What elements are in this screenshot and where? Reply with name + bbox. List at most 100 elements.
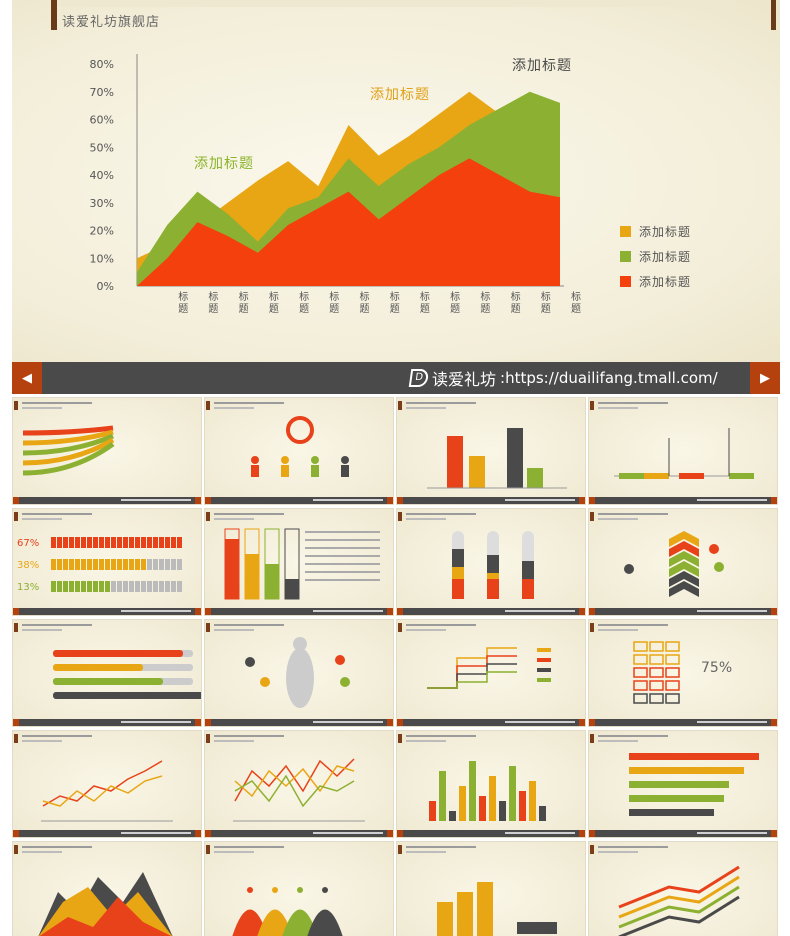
block-stack <box>437 902 453 936</box>
slide-thumbnail[interactable] <box>396 508 586 616</box>
thumb-title <box>214 513 284 515</box>
thumb-bar <box>529 781 536 821</box>
pct-cell <box>117 581 122 592</box>
thumb-bar <box>527 468 543 488</box>
pct-cell <box>87 559 92 570</box>
slide-thumbnail[interactable] <box>12 841 202 936</box>
slide-thumbnail[interactable] <box>588 730 778 838</box>
slide-thumbnail[interactable]: 67% 38% 13% <box>12 508 202 616</box>
pct-cell <box>57 581 62 592</box>
thumb-accent <box>398 845 402 854</box>
pct-cell <box>93 581 98 592</box>
grid-cell <box>665 641 680 652</box>
timeline-seg <box>729 473 754 479</box>
thumb-footer-text <box>505 610 575 612</box>
slide-thumbnail[interactable] <box>12 730 202 838</box>
thumb-title <box>214 735 284 737</box>
chevron-shape <box>669 541 699 557</box>
text-line <box>305 571 380 573</box>
pct-label: 13% <box>17 582 39 593</box>
thumb-footer-text <box>313 832 383 834</box>
grid-cell <box>633 641 648 652</box>
pct-cell <box>141 537 146 548</box>
pct-cell <box>75 537 80 548</box>
thumb-footer-text <box>505 721 575 723</box>
thumb-bar <box>539 806 546 821</box>
pct-cell <box>75 581 80 592</box>
thumb-title <box>214 846 284 848</box>
thumb-subtitle <box>214 518 254 520</box>
x-tick-label: 题 <box>178 303 188 315</box>
slide-thumbnail[interactable] <box>396 397 586 505</box>
slide-thumbnail[interactable] <box>204 619 394 727</box>
thumb-footer <box>397 719 585 726</box>
pct-cell <box>171 581 176 592</box>
brand-logo[interactable]: D 读爱礼坊 :https://duailifang.tmall.com/ <box>408 368 718 389</box>
organ-icon <box>335 655 345 665</box>
thumb-footer <box>13 719 201 726</box>
legend-swatch <box>620 251 631 262</box>
chevron-dot <box>714 562 724 572</box>
pct-cell <box>135 581 140 592</box>
slide-thumbnail[interactable] <box>588 841 778 936</box>
slide-thumbnail[interactable] <box>204 841 394 936</box>
thumb-subtitle <box>598 740 638 742</box>
y-tick-label: 0% <box>97 280 114 293</box>
pct-cell <box>93 537 98 548</box>
prev-arrow-icon[interactable]: ◀ <box>12 362 42 394</box>
pct-cell <box>129 559 134 570</box>
slide-thumbnail[interactable] <box>204 730 394 838</box>
tube-seg <box>522 579 534 599</box>
thumb-graphic <box>614 428 754 479</box>
slide-thumbnail[interactable] <box>204 508 394 616</box>
brand-url: :https://duailifang.tmall.com/ <box>500 369 718 387</box>
slide-thumbnail[interactable]: 75% <box>588 619 778 727</box>
grid-cell <box>633 667 648 678</box>
thumb-subtitle <box>22 518 62 520</box>
timeline-seg <box>644 473 669 479</box>
grid-cell <box>665 680 680 691</box>
thumb-graphic <box>624 531 724 597</box>
thumb-subtitle <box>406 407 446 409</box>
slide-thumbnail[interactable] <box>588 397 778 505</box>
x-tick-label: 题 <box>450 303 460 315</box>
tube-seg <box>452 549 464 567</box>
slide-thumbnail[interactable] <box>588 508 778 616</box>
slide-thumbnail[interactable] <box>396 730 586 838</box>
text-line <box>305 563 380 565</box>
block-stack <box>477 882 493 936</box>
grid-cell <box>649 654 664 665</box>
y-tick-label: 20% <box>90 225 114 238</box>
text-line <box>305 547 380 549</box>
trend-line <box>618 875 740 919</box>
slide-thumbnail[interactable] <box>12 619 202 727</box>
hero-slide: 读爱礼坊旗舰店 80% 70% 60% 50% 40% 30% 20% 10% 0% 标题标题标题… <box>12 0 780 362</box>
person-body-icon <box>251 465 259 477</box>
grid-cell <box>665 667 680 678</box>
x-tick-label: 标 <box>269 291 279 303</box>
thumb-title <box>22 513 92 515</box>
tube-seg <box>487 579 499 599</box>
slide-thumbnail[interactable] <box>12 397 202 505</box>
x-tick-label: 标 <box>450 291 460 303</box>
person-head-icon <box>341 456 349 464</box>
chevron-shape <box>669 581 699 597</box>
slide-thumbnail[interactable] <box>396 841 586 936</box>
grid-cell <box>633 654 648 665</box>
peak-shape <box>257 909 293 936</box>
pct-cell <box>75 559 80 570</box>
thumb-curve <box>22 433 114 456</box>
hatch-fill <box>285 579 299 599</box>
thumb-accent <box>206 845 210 854</box>
pct-cell <box>159 537 164 548</box>
y-tick-label: 60% <box>90 114 114 127</box>
pct-cell <box>165 581 170 592</box>
next-arrow-icon[interactable]: ▶ <box>750 362 780 394</box>
thumb-footer-text <box>121 610 191 612</box>
slide-thumbnail[interactable] <box>204 397 394 505</box>
grid-cell <box>649 693 664 704</box>
slide-thumbnail[interactable] <box>396 619 586 727</box>
y-tick-label: 10% <box>90 252 114 265</box>
pct-cell <box>135 559 140 570</box>
brand-name: 读爱礼坊 <box>432 370 497 389</box>
